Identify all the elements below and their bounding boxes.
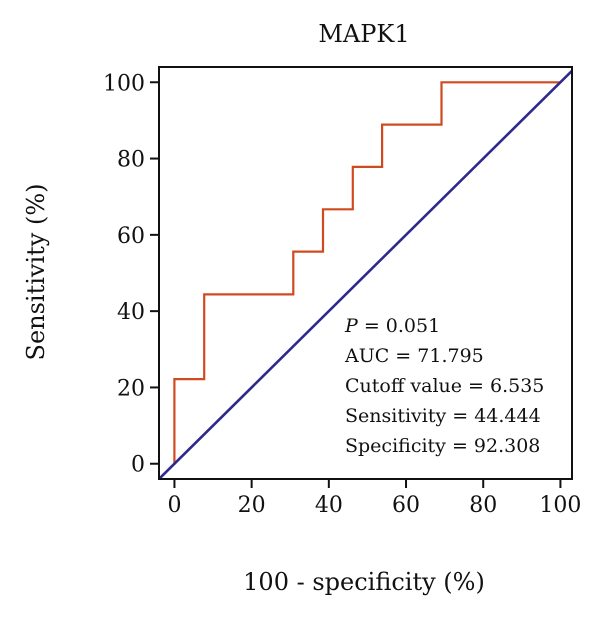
stats-annotation: P = 0.051 AUC = 71.795 Cutoff value = 6.… [344,315,544,457]
x-tick-label: 40 [315,493,343,518]
plot-frame [158,66,573,480]
x-tick-label: 20 [238,493,266,518]
y-axis-label: Sensitivity (%) [22,183,50,360]
y-tick-label: 80 [117,148,145,173]
y-tick-label: 20 [117,376,145,401]
y-tick-label: 60 [117,224,145,249]
reference-diagonal-line [159,69,572,479]
x-axis-ticks: 0 20 40 60 80 100 [167,479,581,518]
p-value-number: = 0.051 [358,315,440,337]
sensitivity-text: Sensitivity = 44.444 [345,405,541,427]
x-tick-label: 80 [469,493,497,518]
y-tick-label: 100 [103,71,145,96]
p-value-symbol: P [344,315,359,337]
y-tick-label: 0 [131,453,145,478]
y-tick-label: 40 [117,300,145,325]
p-value-text: P = 0.051 [344,315,440,337]
y-axis-ticks: 0 20 40 60 80 100 [103,71,159,478]
auc-text: AUC = 71.795 [344,345,484,367]
chart-title: MAPK1 [318,20,409,48]
x-tick-label: 100 [539,493,581,518]
specificity-text: Specificity = 92.308 [345,435,540,457]
roc-curve-line [173,81,561,464]
x-tick-label: 0 [167,493,181,518]
x-tick-label: 60 [392,493,420,518]
plot-series [159,69,572,479]
x-axis-label: 100 - specificity (%) [243,568,485,596]
cutoff-text: Cutoff value = 6.535 [345,375,544,397]
